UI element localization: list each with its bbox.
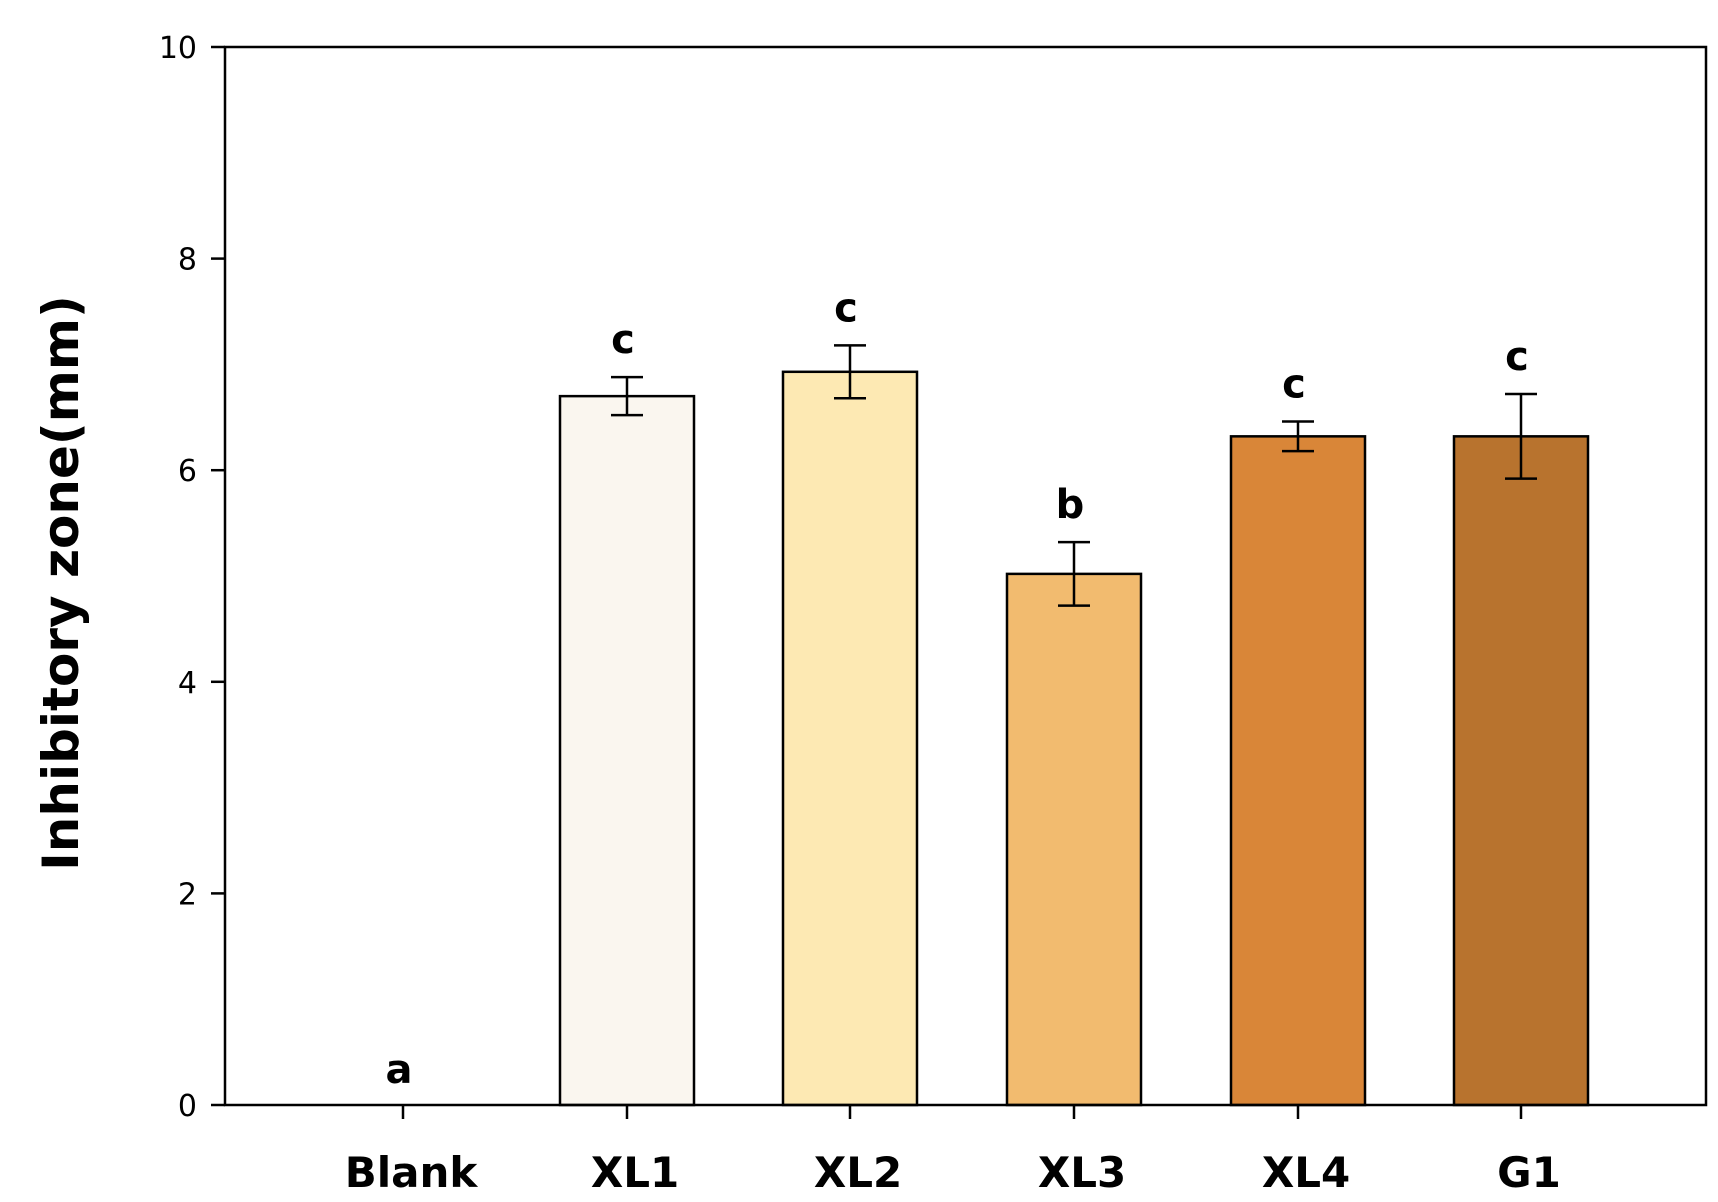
x-tick-label-xl2: XL2 <box>814 1148 902 1197</box>
bar-xl4 <box>1229 435 1367 1107</box>
y-tick-label: 2 <box>178 877 197 912</box>
y-tick-label: 4 <box>178 666 197 701</box>
x-tick-label-xl3: XL3 <box>1038 1148 1126 1197</box>
significance-label: a <box>386 1047 413 1093</box>
significance-label: c <box>834 285 858 331</box>
y-axis-title: Inhibitory zone(mm) <box>32 295 90 871</box>
y-tick-label: 0 <box>178 1089 197 1124</box>
significance-label: c <box>1505 334 1529 380</box>
y-tick-label: 10 <box>159 31 197 66</box>
plot-frame <box>223 45 1708 1107</box>
bar-xl2 <box>781 370 919 1107</box>
x-tick-label-xl1: XL1 <box>591 1148 679 1197</box>
x-tick-label-blank: Blank <box>345 1148 479 1197</box>
bar-xl1 <box>558 394 696 1107</box>
y-ticks-layer: 0 2 4 6 8 10 <box>159 31 225 1124</box>
y-tick-label: 8 <box>178 243 197 278</box>
axes-layer <box>223 45 1708 1107</box>
significance-labels-layer: a c c b c c <box>386 285 1529 1093</box>
bar-xl3 <box>1005 572 1143 1107</box>
error-bars-layer <box>611 344 1537 607</box>
x-tick-label-xl4: XL4 <box>1262 1148 1350 1197</box>
bar-g1 <box>1452 435 1590 1107</box>
significance-label: c <box>1282 362 1306 408</box>
significance-label: c <box>611 317 635 363</box>
x-ticks-layer: Blank XL1 XL2 XL3 XL4 G1 <box>345 1105 1561 1197</box>
y-tick-label: 6 <box>178 454 197 489</box>
x-tick-label-g1: G1 <box>1497 1148 1561 1197</box>
significance-label: b <box>1056 482 1085 528</box>
